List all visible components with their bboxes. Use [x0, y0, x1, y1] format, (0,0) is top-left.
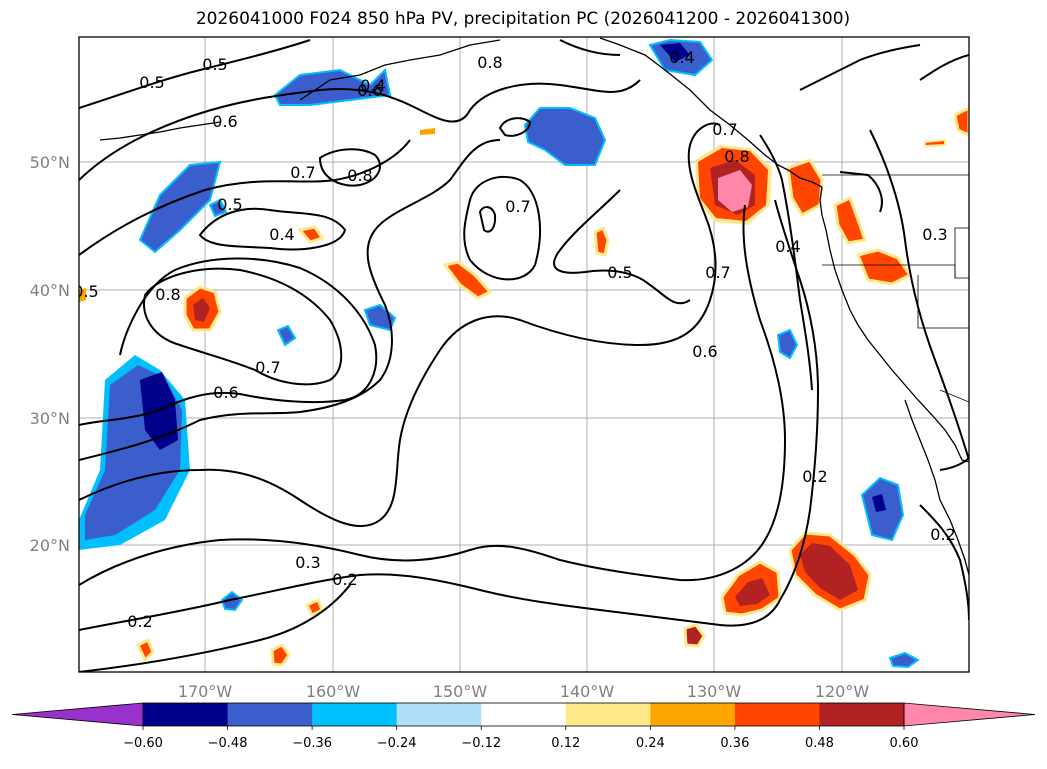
contour-label: 0.5 [607, 263, 632, 282]
precip-negative-areas [79, 38, 920, 669]
colorbar-tick-label: 0.36 [720, 736, 749, 751]
colorbar-segment [650, 703, 736, 726]
lat-label: 20°N [30, 536, 70, 555]
latitude-labels: 50°N 40°N 30°N 20°N [30, 153, 70, 555]
colorbar-tick-label: −0.36 [292, 736, 332, 751]
colorbar-tick-label: −0.12 [461, 736, 501, 751]
lon-label: 160°W [306, 682, 361, 701]
lon-label: 150°W [433, 682, 488, 701]
borders [822, 174, 969, 403]
longitude-labels: 170°W 160°W 150°W 140°W 130°W 120°W [178, 682, 870, 701]
contour-label: 0.2 [127, 612, 152, 631]
contour-label: 0.8 [724, 147, 749, 166]
colorbar-segment [565, 703, 651, 726]
lat-label: 40°N [30, 281, 70, 300]
lon-label: 130°W [687, 682, 742, 701]
contour-label: 0.7 [705, 263, 730, 282]
colorbar-segment [819, 703, 905, 726]
contour-label: 0.2 [802, 467, 827, 486]
pv-contours [79, 39, 969, 672]
contour-label: 0.6 [213, 383, 238, 402]
lon-label: 140°W [560, 682, 615, 701]
colorbar-extend-min [11, 702, 144, 727]
colorbar-segment [481, 703, 567, 726]
colorbar-segment [396, 703, 482, 726]
map-frame [78, 36, 970, 673]
lon-label: 170°W [178, 682, 233, 701]
contour-label: 0.3 [295, 553, 320, 572]
contour-label: 0.7 [505, 197, 530, 216]
contour-labels: 0.5 0.5 0.6 0.6 0.7 0.8 0.8 0.4 0.7 0.8 … [73, 48, 956, 631]
precip-positive-areas [79, 106, 969, 667]
figure-title: 2026041000 F024 850 hPa PV, precipitatio… [196, 9, 850, 29]
colorbar-tick-label: −0.60 [123, 736, 163, 751]
colorbar-tick-label: 0.60 [890, 736, 919, 751]
colorbar-segment [312, 703, 398, 726]
contour-label: 0.4 [269, 225, 294, 244]
contour-label: 0.7 [712, 120, 737, 139]
contour-label: 0.6 [357, 81, 382, 100]
colorbar-segment [143, 703, 229, 726]
contour-label: 0.4 [669, 48, 694, 67]
colorbar-tick-label: 0.12 [551, 736, 580, 751]
contour-label: 0.4 [360, 76, 385, 95]
contour-label: 0.2 [930, 525, 955, 544]
lat-label: 50°N [30, 153, 70, 172]
coastlines [99, 37, 969, 576]
contour-label: 0.7 [290, 163, 315, 182]
colorbar: −0.60 −0.48 −0.36 −0.24 −0.12 0.12 0.24 0.36 0.4… [11, 702, 1036, 751]
contour-label: 0.3 [922, 225, 947, 244]
contour-label: 0.6 [692, 342, 717, 361]
contour-label: 0.5 [139, 73, 164, 92]
contour-label: 0.5 [202, 55, 227, 74]
contour-label: 0.4 [775, 237, 800, 256]
contour-label: 0.8 [477, 53, 502, 72]
lon-label: 120°W [815, 682, 870, 701]
colorbar-segment [734, 703, 820, 726]
contour-label: 0.5 [73, 282, 98, 301]
colorbar-frame [142, 702, 905, 727]
colorbar-tick-label: 0.24 [636, 736, 665, 751]
contour-label: 0.7 [255, 358, 280, 377]
contour-label: 0.8 [155, 285, 180, 304]
colorbar-tick-label: −0.48 [208, 736, 248, 751]
colorbar-segment [227, 703, 313, 726]
contour-label: 0.5 [217, 195, 242, 214]
colorbar-tick-label: 0.48 [805, 736, 834, 751]
contour-label: 0.6 [212, 112, 237, 131]
contour-label: 0.8 [347, 166, 372, 185]
contour-label: 0.2 [332, 570, 357, 589]
map-area: 0.5 0.5 0.6 0.6 0.7 0.8 0.8 0.4 0.7 0.8 … [73, 37, 969, 672]
lat-label: 30°N [30, 409, 70, 428]
colorbar-extend-max [903, 702, 1036, 727]
colorbar-tick-label: −0.24 [377, 736, 417, 751]
